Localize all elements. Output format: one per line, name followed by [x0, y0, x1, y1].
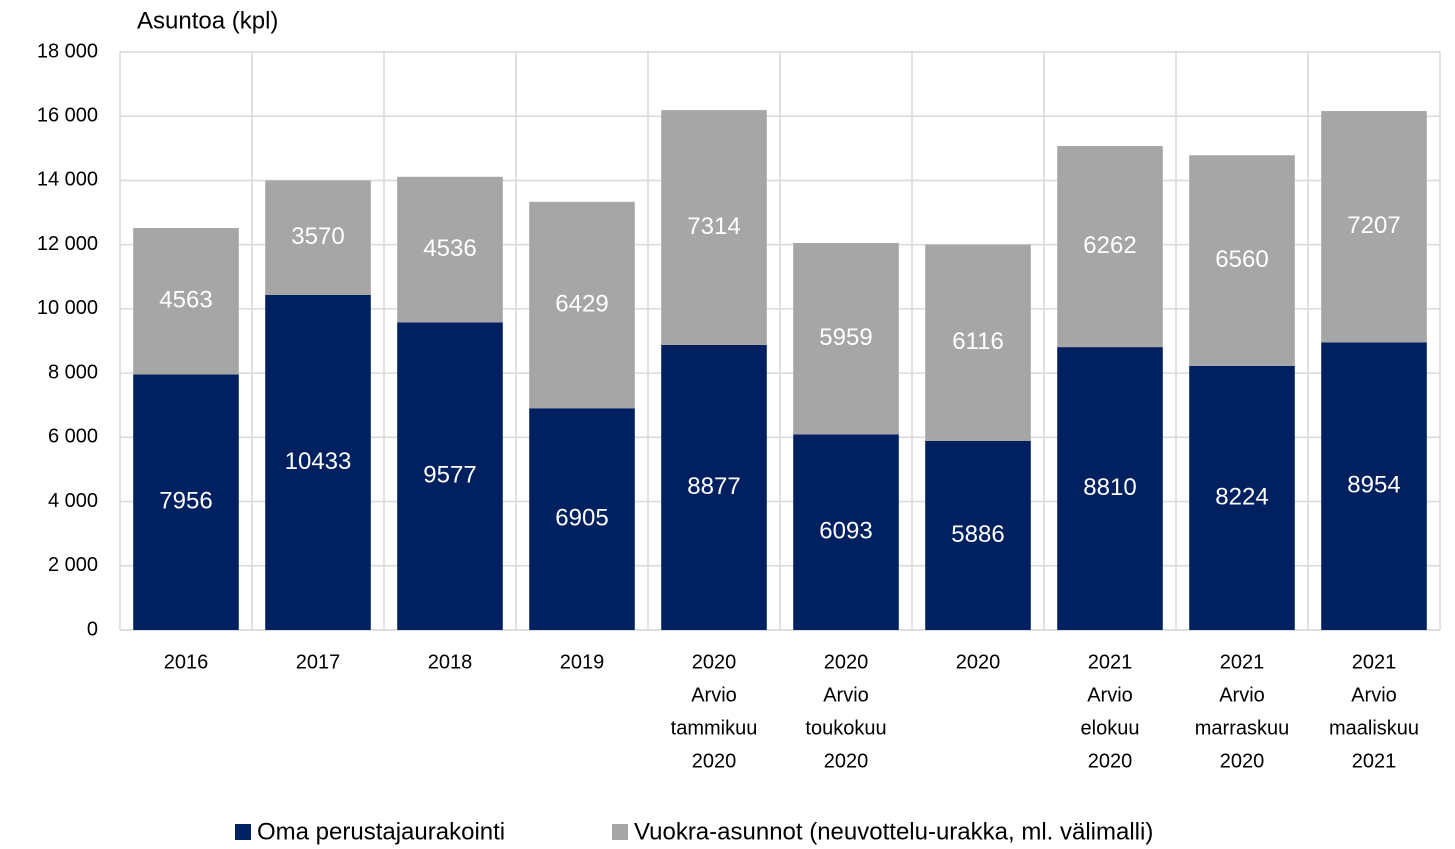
- x-tick-label: toukokuu: [805, 717, 886, 739]
- data-label: 8224: [1215, 483, 1268, 510]
- data-label: 6116: [952, 328, 1004, 355]
- bar-segment: [1057, 146, 1163, 348]
- data-label: 6429: [555, 290, 608, 317]
- legend-label: Vuokra-asunnot (neuvottelu-urakka, ml. v…: [634, 818, 1153, 845]
- bar-segment: [661, 110, 767, 345]
- data-label: 6905: [555, 504, 608, 531]
- x-tick-label: Arvio: [823, 684, 869, 706]
- bar-segment: [265, 180, 371, 295]
- bar-segment: [397, 322, 503, 630]
- x-tick-label: marraskuu: [1195, 717, 1289, 739]
- data-label: 5886: [951, 521, 1004, 548]
- bar-segment: [1189, 155, 1295, 366]
- legend-swatch: [612, 824, 628, 840]
- bar-segment: [1321, 342, 1427, 630]
- bar-segment: [793, 242, 899, 435]
- x-tick-label: 2021: [1352, 651, 1397, 673]
- x-tick-label: 2021: [1352, 750, 1397, 772]
- data-label: 6262: [1083, 232, 1136, 259]
- x-tick-label: 2021: [1088, 651, 1133, 673]
- y-tick-label: 18 000: [37, 40, 98, 62]
- y-tick-label: 12 000: [37, 233, 98, 255]
- y-tick-label: 6 000: [48, 426, 98, 448]
- bar-segment: [133, 228, 239, 375]
- x-tick-label: elokuu: [1081, 717, 1140, 739]
- x-tick-label: Arvio: [1219, 684, 1265, 706]
- data-label: 6093: [819, 518, 872, 545]
- x-tick-label: maaliskuu: [1329, 717, 1419, 739]
- y-tick-label: 10 000: [37, 297, 98, 319]
- x-tick-label: 2020: [956, 651, 1001, 673]
- y-tick-label: 0: [87, 618, 98, 640]
- bar-segment: [1057, 347, 1163, 630]
- bar-segment: [265, 294, 371, 630]
- data-label: 7207: [1347, 212, 1400, 239]
- data-label: 10433: [285, 448, 352, 475]
- data-label: 5959: [819, 324, 872, 351]
- bar-segment: [529, 408, 635, 630]
- x-tick-label: tammikuu: [671, 717, 758, 739]
- bar-segment: [529, 201, 635, 409]
- data-label: 8877: [687, 473, 740, 500]
- x-tick-label: Arvio: [1087, 684, 1133, 706]
- data-label: 6560: [1215, 246, 1268, 273]
- y-tick-label: 2 000: [48, 554, 98, 576]
- bar-segment: [925, 244, 1031, 441]
- data-label: 4563: [159, 287, 212, 314]
- x-tick-label: 2017: [296, 651, 341, 673]
- x-tick-label: 2020: [1088, 750, 1133, 772]
- x-tick-label: 2018: [428, 651, 473, 673]
- x-tick-label: 2019: [560, 651, 605, 673]
- x-tick-label: 2020: [692, 750, 737, 772]
- y-axis-label: Asuntoa (kpl): [137, 7, 278, 34]
- x-tick-label: 2020: [824, 750, 869, 772]
- data-label: 9577: [423, 462, 476, 489]
- data-label: 8810: [1083, 474, 1136, 501]
- bar-segment: [397, 176, 503, 323]
- bar-segment: [1189, 365, 1295, 630]
- legend-swatch: [235, 824, 251, 840]
- bar-segment: [133, 374, 239, 630]
- bar-segment: [793, 434, 899, 630]
- x-tick-label: Arvio: [691, 684, 737, 706]
- data-label: 8954: [1347, 472, 1400, 499]
- x-tick-label: 2020: [692, 651, 737, 673]
- legend-label: Oma perustajaurakointi: [257, 818, 505, 845]
- data-label: 4536: [423, 235, 476, 262]
- x-tick-label: 2021: [1220, 651, 1265, 673]
- x-tick-label: 2016: [164, 651, 209, 673]
- y-tick-label: 16 000: [37, 105, 98, 127]
- data-label: 3570: [291, 223, 344, 250]
- bar-segment: [925, 440, 1031, 630]
- bar-segment: [661, 344, 767, 630]
- x-tick-label: 2020: [1220, 750, 1265, 772]
- y-tick-label: 8 000: [48, 361, 98, 383]
- data-label: 7956: [159, 488, 212, 515]
- y-tick-label: 4 000: [48, 490, 98, 512]
- y-tick-label: 14 000: [37, 169, 98, 191]
- bar-segment: [1321, 111, 1427, 343]
- x-tick-label: Arvio: [1351, 684, 1397, 706]
- data-label: 7314: [687, 213, 740, 240]
- x-tick-label: 2020: [824, 651, 869, 673]
